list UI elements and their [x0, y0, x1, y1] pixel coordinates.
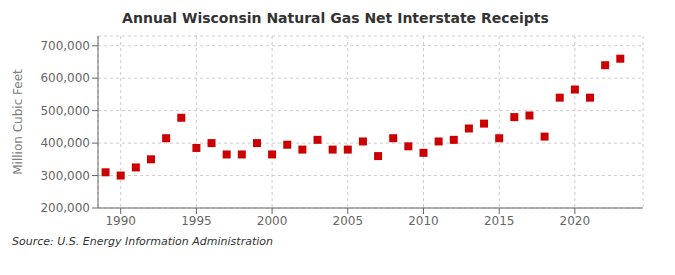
svg-text:2000: 2000 [257, 214, 288, 228]
html-text:Annual Wisconsin Natural Gas N: Annual Wisconsin Natural Gas Net Interst… [122, 10, 549, 26]
svg-text:2015: 2015 [484, 214, 515, 228]
svg-text:1995: 1995 [181, 214, 212, 228]
svg-text:1990: 1990 [105, 214, 136, 228]
svg-text:200,000: 200,000 [40, 201, 90, 215]
svg-text:600,000: 600,000 [40, 71, 90, 85]
svg-text:500,000: 500,000 [40, 104, 90, 118]
svg-text:2005: 2005 [333, 214, 364, 228]
svg-text:2020: 2020 [560, 214, 591, 228]
svg-text:Million Cubic Feet: Million Cubic Feet [11, 69, 25, 175]
svg-text:700,000: 700,000 [40, 39, 90, 53]
svg-text:300,000: 300,000 [40, 169, 90, 183]
svg-text:2010: 2010 [408, 214, 439, 228]
svg-text:400,000: 400,000 [40, 136, 90, 150]
html-text:Source: U.S. Energy Informatio: Source: U.S. Energy Information Administ… [12, 235, 273, 248]
